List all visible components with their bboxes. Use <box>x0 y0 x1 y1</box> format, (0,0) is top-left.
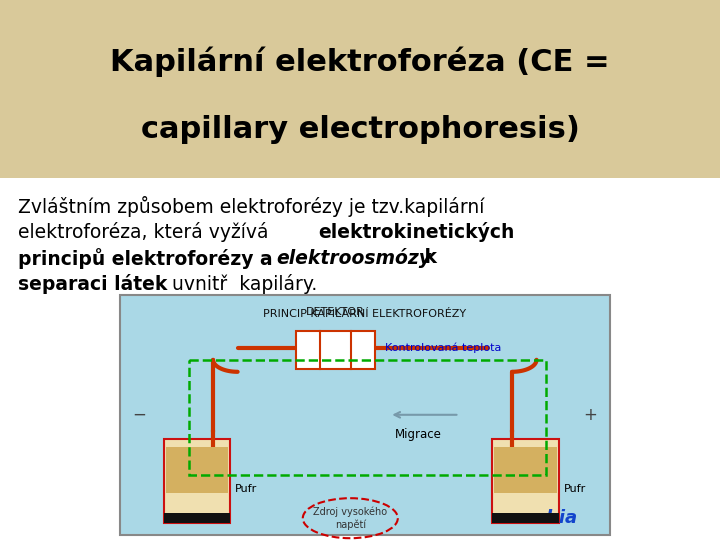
Bar <box>492 513 559 523</box>
Text: DETEKTOR: DETEKTOR <box>306 307 365 317</box>
Text: elektroforéza, která vyžívá: elektroforéza, která vyžívá <box>18 222 274 242</box>
Bar <box>189 360 546 475</box>
Text: uvnitř  kapiláry.: uvnitř kapiláry. <box>166 274 318 294</box>
Bar <box>120 295 610 535</box>
Bar <box>164 439 230 523</box>
Text: Pufr: Pufr <box>235 484 258 495</box>
Text: Pufr: Pufr <box>564 484 586 495</box>
Text: elektrokinetických: elektrokinetických <box>318 222 514 242</box>
Bar <box>297 331 375 369</box>
Text: Migrace: Migrace <box>395 428 441 441</box>
Bar <box>495 447 557 493</box>
Text: separaci látek: separaci látek <box>18 274 167 294</box>
Text: Zdroj vysokého
napětí: Zdroj vysokého napětí <box>313 507 387 530</box>
Text: elektroosmózy: elektroosmózy <box>276 248 431 268</box>
Text: k: k <box>418 248 437 267</box>
Bar <box>0 0 720 178</box>
Text: PRINCIP KAPILÁRNÍ ELEKTROFORÉZY: PRINCIP KAPILÁRNÍ ELEKTROFORÉZY <box>264 309 467 319</box>
Text: sebia: sebia <box>524 509 578 527</box>
Bar <box>492 439 559 523</box>
Text: principů elektroforézy a: principů elektroforézy a <box>18 248 279 269</box>
Text: −: − <box>132 406 147 424</box>
Text: capillary electrophoresis): capillary electrophoresis) <box>140 116 580 145</box>
Text: +: + <box>583 406 598 424</box>
Bar <box>166 447 228 493</box>
Text: Kapilární elektroforéza (CE =: Kapilární elektroforéza (CE = <box>110 47 610 77</box>
Bar <box>164 513 230 523</box>
Text: Zvláštním způsobem elektroforézy je tzv.kapilární: Zvláštním způsobem elektroforézy je tzv.… <box>18 196 485 217</box>
Text: Kontrolovaná teplota: Kontrolovaná teplota <box>384 342 501 353</box>
